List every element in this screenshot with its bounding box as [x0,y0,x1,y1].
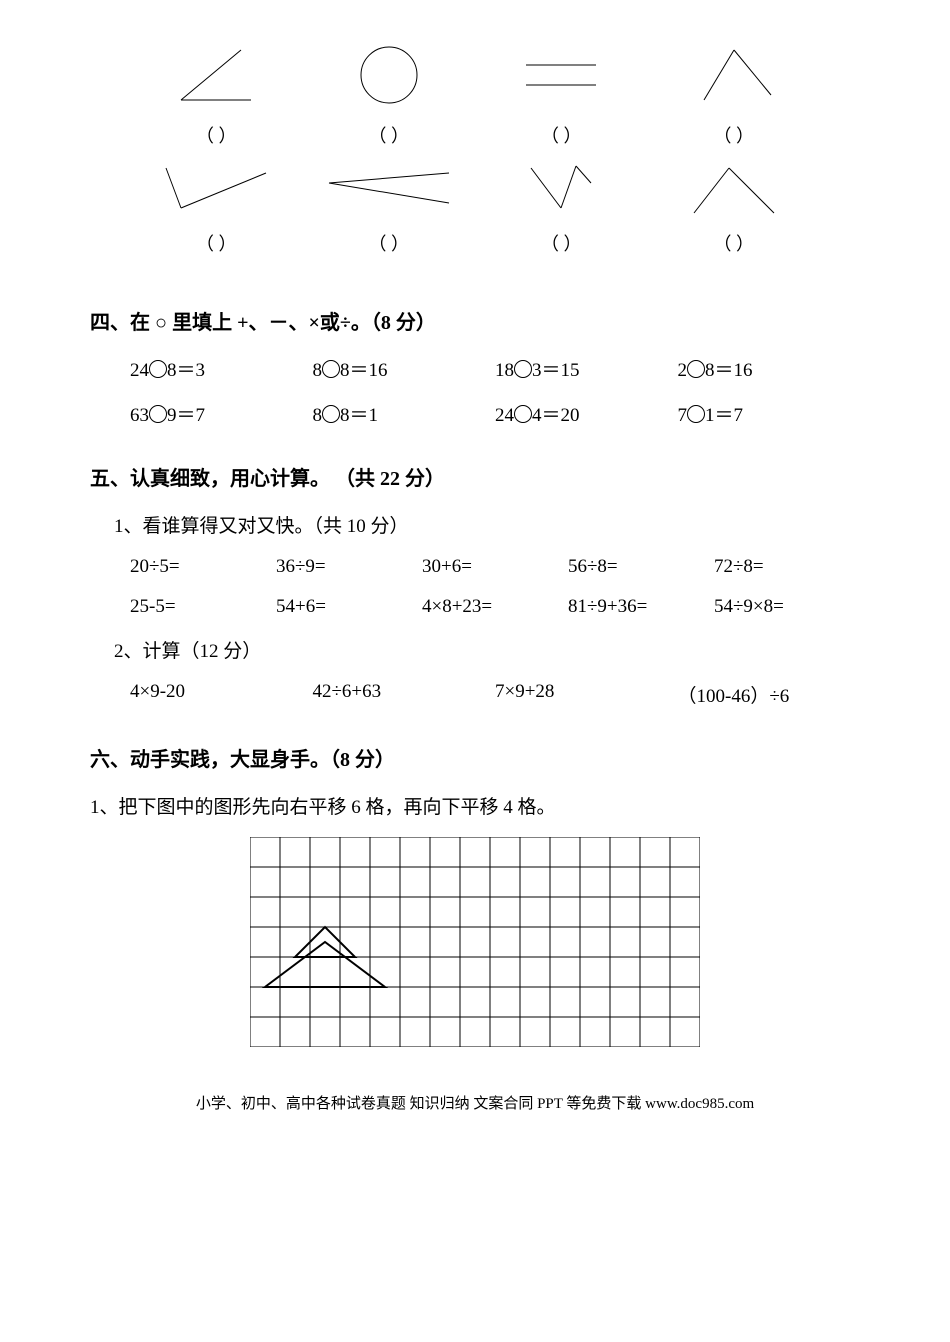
calc-expression: 36÷9= [276,556,422,578]
operator-blank-circle [322,360,340,378]
expression-right: 1＝7 [705,405,743,426]
operator-expression: 2 8＝16 [678,355,861,382]
operator-expression: 18 3＝15 [495,355,678,382]
operator-expression: 8 8＝16 [313,355,496,382]
section-6-title: 六、动手实践，大显身手。（8 分） [90,743,860,772]
expression-left: 24 [130,360,149,381]
shape-cell: （ ） [146,158,286,256]
operator-expression: 8 8＝1 [313,400,496,427]
narrow-angle-icon [319,158,459,218]
calc-row: 20÷5=36÷9=30+6=56÷8=72÷8= [90,556,860,578]
calc-expression: 54+6= [276,596,422,618]
expression-right: 8＝1 [340,405,378,426]
shape-cell: （ ） [146,40,286,148]
section-4: 四、在 ○ 里填上 +、－、×或÷。（8 分） 24 8＝3 8 8＝16 18 3＝15… [90,306,860,427]
calc-expression: 20÷5= [130,556,276,578]
v-angle-icon [156,158,276,218]
operator-blank-circle [149,405,167,423]
shape-cell: （ ） [491,40,631,148]
expression-right: 4＝20 [532,405,580,426]
operator-blank-circle [514,405,532,423]
operator-expression: 24 8＝3 [130,355,313,382]
grid-diagram [250,837,700,1047]
section-6-instruction: 1、把下图中的图形先向右平移 6 格，再向下平移 4 格。 [90,792,860,819]
expression-left: 18 [495,360,514,381]
circle-icon [344,40,434,110]
section-4-title: 四、在 ○ 里填上 +、－、×或÷。（8 分） [90,306,860,335]
calc-expression: 72÷8= [714,556,860,578]
open-angle-icon [689,40,779,110]
operator-row: 63 9＝7 8 8＝1 24 4＝20 7 1＝7 [90,400,860,427]
section-5: 五、认真细致，用心计算。 （共 22 分） 1、看谁算得又对又快。（共 10 分… [90,462,860,708]
shape-blank-label: （ ） [714,126,755,146]
section-5-title: 五、认真细致，用心计算。 （共 22 分） [90,462,860,491]
expression-left: 2 [678,360,688,381]
shape-row-1: （ ） （ ） （ ） （ ） [90,40,860,148]
expression-right: 8＝3 [167,360,205,381]
section-5-part2-title: 2、计算（12 分） [114,636,860,663]
shape-blank-label: （ ） [369,126,410,146]
calc-expression: 7×9+28 [495,681,678,708]
shape-cell: （ ） [664,40,804,148]
calc-expression: 56÷8= [568,556,714,578]
expression-left: 8 [313,405,323,426]
calc-expression: 25-5= [130,596,276,618]
calc-expression: 42÷6+63 [313,681,496,708]
calc-expression: （100-46）÷6 [678,681,861,708]
shape-row-2: （ ） （ ） （ ） （ ） [90,158,860,256]
operator-blank-circle [514,360,532,378]
expression-left: 8 [313,360,323,381]
shape-cell: （ ） [319,158,459,256]
shape-blank-label: （ ） [541,234,582,254]
section-5-part1-title: 1、看谁算得又对又快。（共 10 分） [114,511,860,538]
operator-expression: 24 4＝20 [495,400,678,427]
operator-blank-circle [322,405,340,423]
expression-right: 9＝7 [167,405,205,426]
operator-expression: 63 9＝7 [130,400,313,427]
shape-cell: （ ） [491,158,631,256]
operator-row: 24 8＝3 8 8＝16 18 3＝15 2 8＝16 [90,355,860,382]
expression-right: 8＝16 [340,360,388,381]
expression-right: 3＝15 [532,360,580,381]
calc-row: 4×9-2042÷6+637×9+28（100-46）÷6 [90,681,860,708]
shape-blank-label: （ ） [196,234,237,254]
section-6: 六、动手实践，大显身手。（8 分） 1、把下图中的图形先向右平移 6 格，再向下… [90,743,860,1052]
operator-expression: 7 1＝7 [678,400,861,427]
shape-blank-label: （ ） [714,234,755,254]
operator-blank-circle [687,405,705,423]
operator-blank-circle [149,360,167,378]
calc-row: 25-5=54+6=4×8+23=81÷9+36=54÷9×8= [90,596,860,618]
calc-expression: 81÷9+36= [568,596,714,618]
shape-blank-label: （ ） [369,234,410,254]
shape-cell: （ ） [664,158,804,256]
calc-expression: 30+6= [422,556,568,578]
shape-blank-label: （ ） [541,126,582,146]
angle-icon [171,40,261,110]
shapes-section: （ ） （ ） （ ） （ ） [90,40,860,256]
expression-right: 8＝16 [705,360,753,381]
expression-left: 24 [495,405,514,426]
calc-expression: 4×9-20 [130,681,313,708]
grid-container [90,837,860,1052]
operator-blank-circle [687,360,705,378]
page-footer: 小学、初中、高中各种试卷真题 知识归纳 文案合同 PPT 等免费下载 www.d… [90,1092,860,1113]
expression-left: 63 [130,405,149,426]
expression-left: 7 [678,405,688,426]
calc-expression: 4×8+23= [422,596,568,618]
parallel-lines-icon [516,40,606,110]
v-down-icon [516,158,606,218]
shape-cell: （ ） [319,40,459,148]
wide-angle-icon [684,158,784,218]
shape-blank-label: （ ） [196,126,237,146]
calc-expression: 54÷9×8= [714,596,860,618]
